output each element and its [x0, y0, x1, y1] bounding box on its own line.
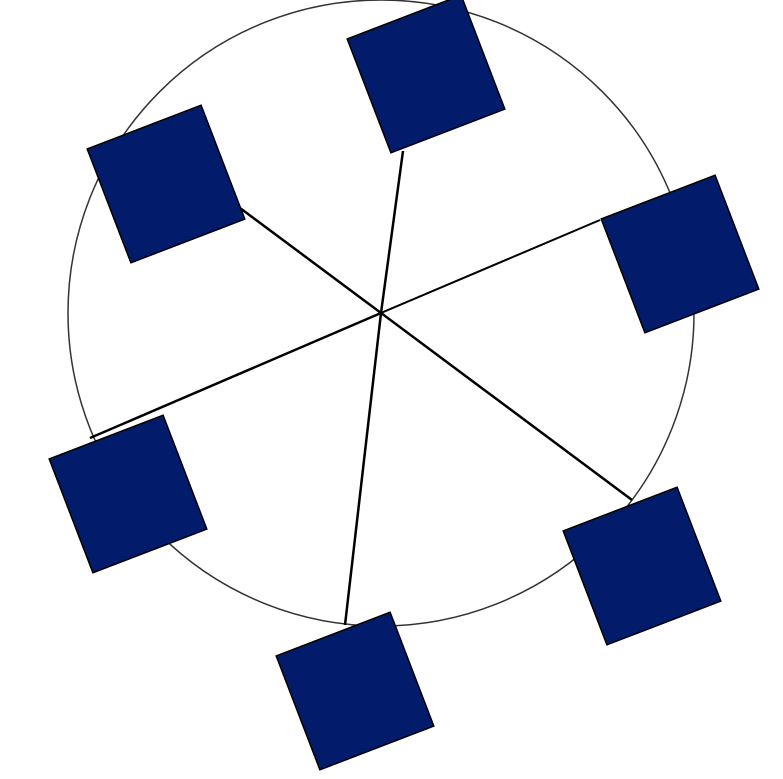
spoke-2: [380, 219, 601, 314]
node-6[interactable]: [86, 104, 246, 264]
node-2[interactable]: [600, 174, 760, 334]
spoke-6: [239, 206, 382, 315]
spokes: [89, 150, 633, 626]
spoke-1: [379, 150, 405, 314]
node-3[interactable]: [562, 486, 722, 646]
node-1[interactable]: [346, 0, 506, 154]
spoke-3: [380, 311, 633, 502]
node-5[interactable]: [48, 414, 208, 574]
node-4[interactable]: [275, 611, 435, 771]
nodes: [48, 0, 760, 771]
spoke-4: [343, 312, 383, 626]
spoke-5: [89, 311, 382, 440]
